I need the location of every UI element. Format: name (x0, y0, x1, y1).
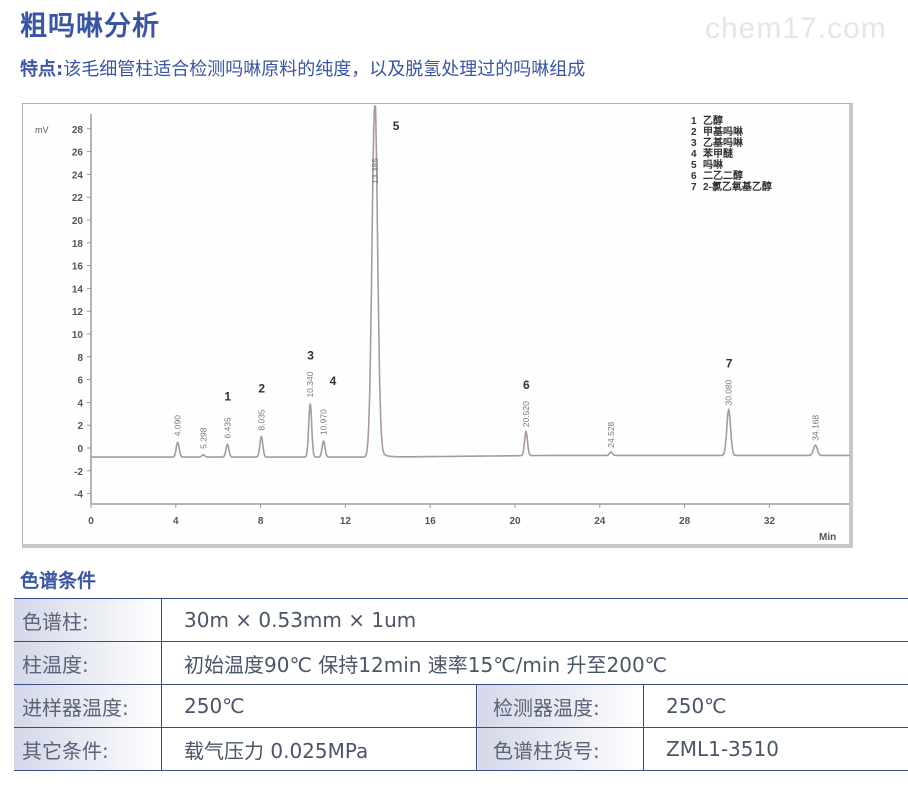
row-value-2: ZML1-3510 (643, 727, 908, 771)
row-label: 进样器温度: (14, 684, 162, 728)
x-tick-label: 8 (258, 516, 264, 527)
legend-item: 2-氯乙氧基乙醇 (703, 180, 772, 193)
legend-item: 苯甲醚 (702, 147, 734, 160)
feature-text: 该毛细管柱适合检测吗啉原料的纯度，以及脱氢处理过的吗啉组成 (63, 59, 586, 80)
row-label: 其它条件: (14, 727, 162, 771)
row-value: 初始温度90℃ 保持12min 速率15℃/min 升至200℃ (161, 641, 908, 685)
row-label-2: 色谱柱货号: (476, 727, 644, 771)
y-tick-label: 0 (77, 444, 83, 455)
x-tick-label: 24 (594, 516, 606, 527)
feature-line: 特点:该毛细管柱适合检测吗啉原料的纯度，以及脱氢处理过的吗啉组成 (20, 55, 585, 81)
y-tick-label: 10 (72, 330, 84, 341)
legend-number: 3 (691, 138, 697, 149)
peak-rt-label: 10.970 (319, 409, 329, 435)
table-row: 其它条件: 载气压力 0.025MPa 色谱柱货号: ZML1-3510 (14, 727, 908, 771)
y-tick-label: 24 (72, 170, 84, 181)
x-axis-unit: Min (819, 532, 836, 543)
x-tick-label: 12 (340, 516, 352, 527)
x-tick-label: 20 (509, 516, 521, 527)
legend-number: 5 (691, 160, 697, 171)
y-tick-label: -4 (74, 490, 83, 501)
x-tick-label: 28 (679, 516, 691, 527)
legend-number: 2 (691, 127, 697, 138)
legend-number: 4 (691, 149, 697, 160)
peak-rt-label: 10.340 (305, 371, 315, 397)
x-tick-label: 0 (88, 516, 94, 527)
peak-number: 6 (523, 378, 530, 392)
table-row: 进样器温度: 250℃ 检测器温度: 250℃ (14, 684, 908, 728)
y-tick-label: 22 (72, 193, 84, 204)
chromatogram-chart: mV -4 -2 0 2 4 6 8 10 12 14 16 18 20 22 24 26 28 0 4 8 12 16 20… (22, 103, 865, 548)
legend-number: 7 (691, 182, 697, 193)
y-tick-label: 2 (77, 421, 83, 432)
section-title-conditions: 色谱条件 (20, 570, 97, 592)
y-axis-unit: mV (35, 125, 49, 135)
peak-rt-label: 13.385 (370, 158, 380, 184)
peak-rt-label: 20.520 (521, 401, 531, 427)
row-label: 色谱柱: (14, 598, 162, 642)
conditions-table: 色谱柱: 30m × 0.53mm × 1um 柱温度: 初始温度90℃ 保持1… (14, 598, 908, 771)
legend-number: 1 (691, 116, 697, 127)
peak-rt-label: 5.298 (198, 427, 208, 449)
row-label: 柱温度: (14, 641, 162, 685)
table-row: 色谱柱: 30m × 0.53mm × 1um (14, 598, 908, 642)
peak-number: 4 (330, 374, 337, 388)
peak-number: 5 (393, 119, 400, 133)
peak-number: 3 (307, 349, 314, 363)
peak-rt-label: 4.090 (173, 415, 183, 437)
legend-number: 6 (691, 171, 697, 182)
peak-rt-label: 24.528 (606, 421, 616, 447)
legend-item: 乙醇 (703, 114, 723, 127)
table-row: 柱温度: 初始温度90℃ 保持12min 速率15℃/min 升至200℃ (14, 641, 908, 685)
y-tick-label: 18 (72, 239, 84, 250)
peak-rt-label: 8.035 (256, 409, 266, 431)
peak-rt-label: 30.080 (724, 379, 734, 405)
y-tick-label: 12 (72, 307, 84, 318)
y-tick-label: 6 (77, 376, 83, 387)
x-tick-label: 32 (764, 516, 776, 527)
row-value: 30m × 0.53mm × 1um (161, 598, 908, 642)
legend-item: 二乙二醇 (703, 169, 743, 182)
watermark: chem17.com (705, 12, 887, 45)
legend-item: 吗啉 (703, 158, 723, 171)
y-tick-label: -2 (74, 467, 83, 478)
y-tick-label: 16 (72, 262, 84, 273)
row-value: 载气压力 0.025MPa (161, 727, 477, 771)
peak-number: 2 (258, 382, 265, 396)
legend-item: 乙基吗啉 (703, 136, 743, 149)
y-tick-label: 4 (77, 398, 83, 409)
peak-number: 7 (726, 357, 733, 371)
row-value-2: 250℃ (643, 684, 908, 728)
peak-number: 1 (224, 390, 231, 404)
feature-label: 特点: (20, 59, 64, 80)
x-tick-label: 16 (425, 516, 437, 527)
y-tick-label: 8 (77, 353, 83, 364)
row-label-2: 检测器温度: (476, 684, 644, 728)
y-tick-label: 14 (72, 284, 84, 295)
x-tick-label: 4 (173, 516, 179, 527)
row-value: 250℃ (161, 684, 477, 728)
page-title: 粗吗啉分析 (20, 11, 160, 42)
peak-rt-label: 6.435 (222, 417, 232, 439)
y-tick-label: 26 (72, 148, 84, 159)
y-tick-label: 28 (72, 125, 84, 136)
chromatogram-trace (91, 104, 865, 458)
peak-rt-label: 34.168 (810, 415, 820, 441)
y-tick-label: 20 (72, 216, 84, 227)
legend-item: 甲基吗啉 (703, 125, 743, 138)
